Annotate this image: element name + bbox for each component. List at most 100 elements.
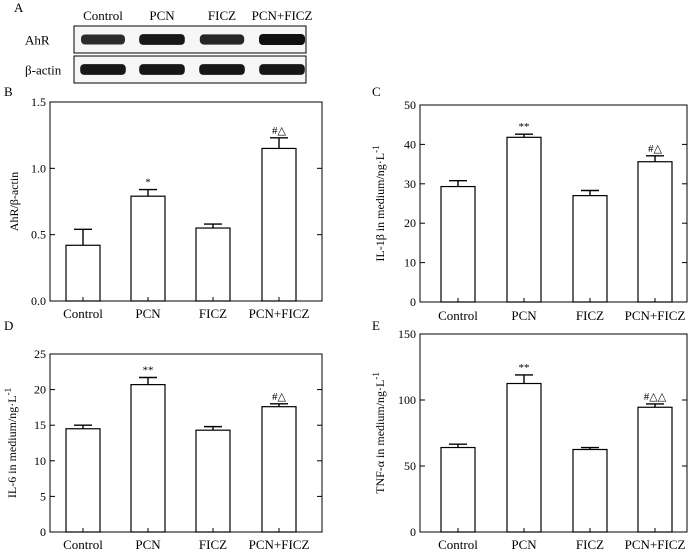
x-tick-label: Control: [63, 306, 103, 321]
y-axis-label-superscript: -1: [3, 388, 13, 396]
bar: [637, 161, 673, 303]
significance-mark: #△△: [644, 391, 667, 403]
x-tick-label: PCN+FICZ: [625, 537, 686, 552]
bar: [440, 185, 476, 303]
bar: [506, 382, 542, 533]
y-tick-label: 15: [34, 418, 46, 432]
x-tick-label: FICZ: [199, 306, 227, 321]
bar: [130, 195, 166, 302]
y-tick-label: 0: [410, 295, 416, 309]
y-tick-label: 150: [398, 327, 416, 341]
significance-mark: **: [143, 364, 154, 376]
bar: [195, 227, 231, 302]
blot-band: [139, 34, 185, 45]
blot-row: AhR: [25, 25, 307, 54]
y-axis-label-text: IL-1β in medium/ng·L: [373, 153, 387, 262]
significance-mark: #△: [648, 143, 663, 155]
x-tick-label: Control: [438, 537, 478, 552]
panel-label: D: [4, 318, 13, 333]
x-tick-label: FICZ: [199, 537, 227, 552]
blot-band: [80, 64, 126, 75]
bar: [572, 448, 608, 533]
y-axis-label: TNF-α in medium/ng·L-1: [371, 372, 387, 494]
plot-frame: [419, 333, 688, 533]
bar-charts: B 0.0 0.5 1.0 1.5 AhR/β-actin Control * PCN FICZ #…: [3, 84, 688, 552]
blot-lane-label: PCN: [149, 8, 175, 23]
blot-lane-label: PCN+FICZ: [252, 8, 313, 23]
y-tick-label: 1.5: [31, 95, 46, 109]
blot-band: [259, 34, 305, 45]
bar: [440, 446, 476, 533]
y-axis-label-text: TNF-α in medium/ng·L: [373, 380, 387, 494]
y-tick-label: 100: [398, 393, 416, 407]
y-tick-label: 10: [34, 454, 46, 468]
significance-mark: #△: [272, 391, 287, 403]
significance-mark: #△: [272, 125, 287, 137]
bar: [572, 195, 608, 303]
x-tick-label: Control: [438, 308, 478, 323]
blot-lane-labels: Control PCN FICZ PCN+FICZ: [83, 8, 312, 23]
y-tick-label: 0: [410, 525, 416, 539]
significance-mark: **: [519, 362, 530, 374]
chart-panel-c: C 0 10 20 30 40 50 IL-1β in medium/ng·L-1 Contro…: [371, 84, 688, 323]
x-tick-label: PCN: [511, 537, 537, 552]
x-tick-label: PCN: [135, 537, 161, 552]
y-tick-label: 0.5: [31, 228, 46, 242]
bar: [261, 406, 297, 533]
blot-lane-label: FICZ: [208, 8, 236, 23]
chart-panel-e: E 0 50 100 150 TNF-α in medium/ng·L-1 Control *…: [371, 318, 688, 552]
panel-label: E: [372, 318, 380, 333]
y-axis-label-superscript: -1: [371, 372, 381, 380]
x-tick-label: Control: [63, 537, 103, 552]
y-tick-label: 25: [34, 347, 46, 361]
y-tick-label: 20: [34, 383, 46, 397]
chart-panel-d: D 0 5 10 15 20 25 IL-6 in medium/ng·L-1 Control *…: [3, 318, 323, 552]
blot-lane-label: Control: [83, 8, 123, 23]
significance-mark: *: [145, 177, 151, 189]
y-tick-label: 0.0: [31, 294, 46, 308]
blot-row: β-actin: [25, 55, 307, 84]
y-tick-label: 5: [40, 489, 46, 503]
bar: [130, 384, 166, 533]
x-tick-label: PCN: [511, 308, 537, 323]
panel-label: B: [4, 84, 13, 99]
x-tick-label: PCN+FICZ: [625, 308, 686, 323]
y-axis-label: AhR/β-actin: [7, 172, 21, 231]
panel-label-a: A: [14, 0, 24, 15]
significance-mark: **: [519, 121, 530, 133]
bar: [65, 428, 101, 533]
blot-rows: AhR β-actin: [25, 25, 307, 84]
plot-frame: [49, 101, 323, 302]
x-tick-label: PCN: [135, 306, 161, 321]
y-axis-label: IL-6 in medium/ng·L-1: [3, 388, 19, 498]
y-axis-label-text: IL-6 in medium/ng·L: [5, 395, 19, 498]
y-tick-label: 30: [404, 177, 416, 191]
chart-panel-b: B 0.0 0.5 1.0 1.5 AhR/β-actin Control * PCN FICZ #…: [4, 84, 323, 321]
y-axis-label-superscript: -1: [371, 145, 381, 153]
bar: [261, 147, 297, 302]
y-tick-label: 50: [404, 98, 416, 112]
x-tick-label: PCN+FICZ: [249, 306, 310, 321]
y-tick-label: 40: [404, 137, 416, 151]
blot-band: [139, 64, 185, 75]
y-tick-label: 20: [404, 216, 416, 230]
x-tick-label: PCN+FICZ: [249, 537, 310, 552]
y-tick-label: 0: [40, 525, 46, 539]
bar: [637, 406, 673, 533]
bar: [65, 244, 101, 302]
y-tick-label: 1.0: [31, 161, 46, 175]
x-tick-label: FICZ: [576, 537, 604, 552]
plot-frame: [49, 353, 323, 533]
y-axis-label-text: AhR/β-actin: [7, 172, 21, 231]
x-tick-label: FICZ: [576, 308, 604, 323]
y-tick-label: 50: [404, 459, 416, 473]
blot-band: [199, 64, 245, 75]
western-blot-panel: A Control PCN FICZ PCN+FICZ AhR β-actin: [14, 0, 312, 84]
blot-row-label: AhR: [25, 33, 50, 48]
panel-label: C: [372, 84, 381, 99]
bar: [506, 136, 542, 303]
bar: [195, 429, 231, 533]
y-axis-label: IL-1β in medium/ng·L-1: [371, 145, 387, 261]
